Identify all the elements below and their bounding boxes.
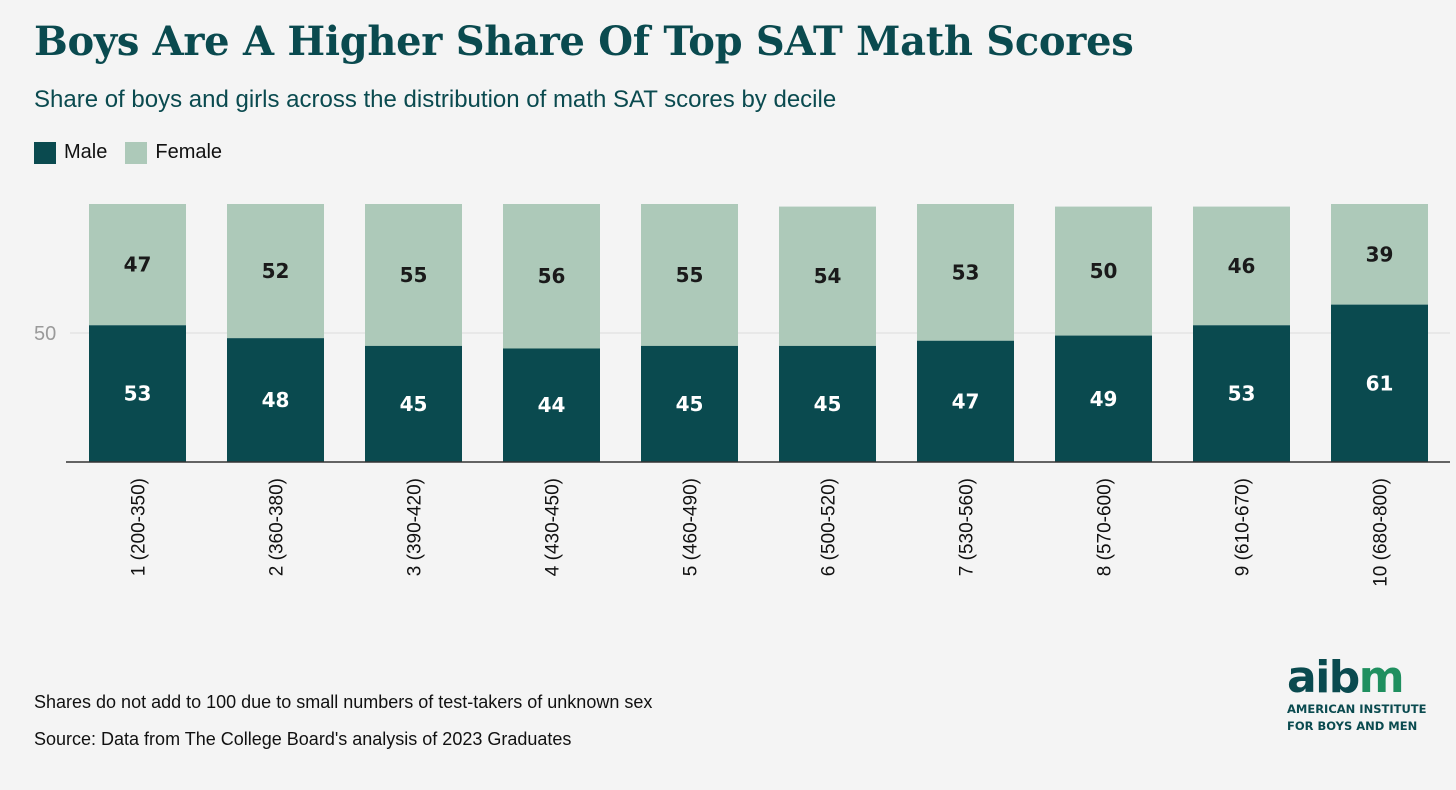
- bar-female: [365, 204, 462, 346]
- data-label-female: 50: [1090, 259, 1118, 283]
- data-label-female: 52: [262, 259, 290, 283]
- bar-female: [89, 204, 186, 326]
- x-tick-label: 3 (390-420): [405, 478, 426, 576]
- data-label-female: 47: [124, 253, 152, 277]
- data-label-female: 55: [400, 263, 428, 287]
- logo-wordmark-aib: aib: [1287, 652, 1360, 703]
- bar-female: [1193, 206, 1290, 326]
- x-tick-label: 10 (680-800): [1371, 478, 1392, 587]
- legend: Male Female: [34, 141, 222, 164]
- logo-wordmark-m: m: [1358, 652, 1405, 703]
- legend-label-female: Female: [155, 141, 223, 163]
- legend-swatch-male: [34, 141, 56, 164]
- x-tick-label: 4 (430-450): [543, 478, 564, 576]
- data-label-female: 56: [538, 264, 566, 288]
- bar-female: [1055, 206, 1152, 336]
- bar-female: [227, 204, 324, 339]
- data-label-male: 61: [1366, 371, 1394, 395]
- legend-item-female: Female: [125, 141, 222, 164]
- bar-male: [1193, 325, 1290, 462]
- legend-label-male: Male: [64, 141, 108, 163]
- x-tick-label: 7 (530-560): [957, 478, 978, 576]
- data-label-male: 45: [814, 392, 842, 416]
- data-label-male: 44: [538, 393, 566, 417]
- x-tick-label: 8 (570-600): [1095, 478, 1116, 576]
- stacked-bar-chart: 50 47 53 1 (200-350) 52 48 2 (360-380) 55 45 3 (3…: [34, 204, 1450, 587]
- bar-female: [917, 204, 1014, 341]
- bar-male: [1331, 304, 1428, 462]
- bar-male: [641, 345, 738, 462]
- chart-title: Boys Are A Higher Share Of Top SAT Math …: [34, 18, 1134, 65]
- bar-male: [779, 345, 876, 462]
- data-label-female: 54: [814, 264, 842, 288]
- footnote-unknown-sex: Shares do not add to 100 due to small nu…: [34, 692, 653, 712]
- y-tick-label: 50: [34, 323, 56, 345]
- data-label-male: 49: [1090, 387, 1118, 411]
- x-tick-label: 1 (200-350): [129, 478, 150, 576]
- data-label-male: 48: [262, 388, 290, 412]
- data-label-male: 53: [124, 382, 152, 406]
- data-label-female: 39: [1366, 242, 1394, 266]
- logo-tagline-2: FOR BOYS AND MEN: [1287, 719, 1418, 733]
- bar-female: [641, 204, 738, 346]
- data-label-male: 47: [952, 389, 980, 413]
- bar-male: [503, 348, 600, 462]
- x-tick-label: 9 (610-670): [1233, 478, 1254, 576]
- bar-female: [779, 206, 876, 346]
- x-tick-label: 5 (460-490): [681, 478, 702, 576]
- bar-male: [917, 340, 1014, 462]
- bar-male: [1055, 335, 1152, 462]
- x-tick-label: 6 (500-520): [819, 478, 840, 576]
- aibm-logo: aibm AMERICAN INSTITUTE FOR BOYS AND MEN: [1287, 656, 1437, 734]
- bar-male: [89, 325, 186, 462]
- bar-male: [227, 338, 324, 462]
- chart-subtitle: Share of boys and girls across the distr…: [34, 86, 837, 113]
- logo-tagline-1: AMERICAN INSTITUTE: [1287, 702, 1427, 716]
- x-tick-label: 2 (360-380): [267, 478, 288, 576]
- bar-female: [503, 204, 600, 349]
- legend-item-male: Male: [34, 141, 107, 164]
- bar-female: [1331, 204, 1428, 305]
- data-label-male: 53: [1228, 382, 1256, 406]
- data-label-male: 45: [676, 392, 704, 416]
- bar-male: [365, 345, 462, 462]
- data-label-female: 55: [676, 263, 704, 287]
- legend-swatch-female: [125, 141, 148, 164]
- data-label-male: 45: [400, 392, 428, 416]
- data-label-female: 53: [952, 260, 980, 284]
- source-note: Source: Data from The College Board's an…: [34, 729, 572, 749]
- data-label-female: 46: [1228, 254, 1256, 278]
- logo-wordmark: aibm: [1287, 656, 1437, 700]
